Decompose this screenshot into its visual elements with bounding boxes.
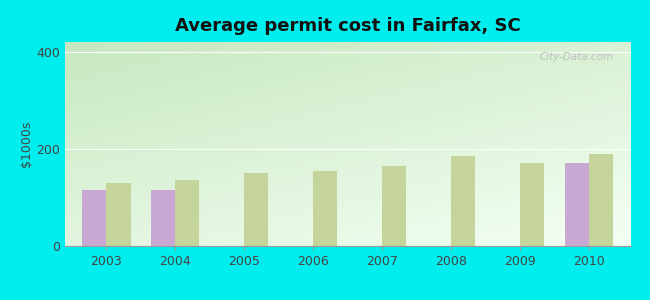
Bar — [451, 156, 475, 246]
Y-axis label: $1000s: $1000s — [21, 121, 34, 167]
Title: Average permit cost in Fairfax, SC: Average permit cost in Fairfax, SC — [175, 17, 521, 35]
Bar — [151, 190, 176, 246]
Bar — [83, 190, 107, 246]
Legend: Fairfax town, South Carolina average: Fairfax town, South Carolina average — [200, 297, 495, 300]
Text: City-Data.com: City-Data.com — [540, 52, 614, 62]
Bar — [589, 154, 613, 246]
Bar — [107, 183, 131, 246]
Bar — [382, 166, 406, 246]
Bar — [565, 164, 589, 246]
Bar — [244, 173, 268, 246]
Bar — [176, 180, 200, 246]
Bar — [520, 164, 544, 246]
Bar — [313, 171, 337, 246]
